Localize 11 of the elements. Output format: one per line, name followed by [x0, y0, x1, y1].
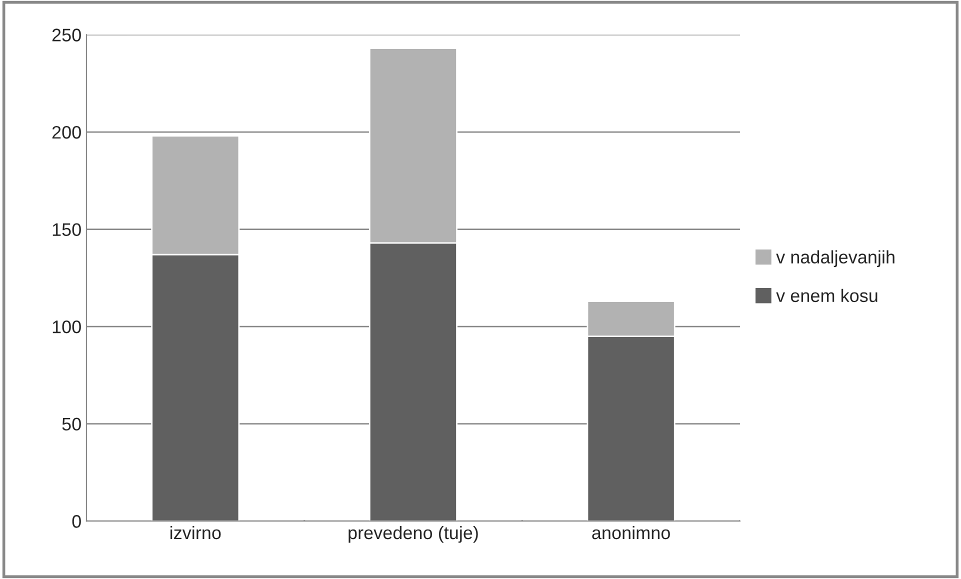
legend-label: v enem kosu: [776, 288, 878, 302]
y-tick-label: 250: [52, 28, 81, 42]
legend-label: v nadaljevanjih: [776, 250, 894, 268]
x-tick-label: izvirno: [170, 526, 221, 540]
x-tick-label: anonimno: [592, 526, 670, 540]
y-tick-label: 200: [52, 126, 81, 139]
x-tick-label: prevedeno (tuje): [348, 526, 478, 543]
y-tick-label: 0: [72, 515, 81, 528]
y-tick-label: 50: [62, 418, 81, 431]
y-tick-label: 100: [52, 320, 81, 334]
y-tick-label: 150: [52, 223, 81, 236]
